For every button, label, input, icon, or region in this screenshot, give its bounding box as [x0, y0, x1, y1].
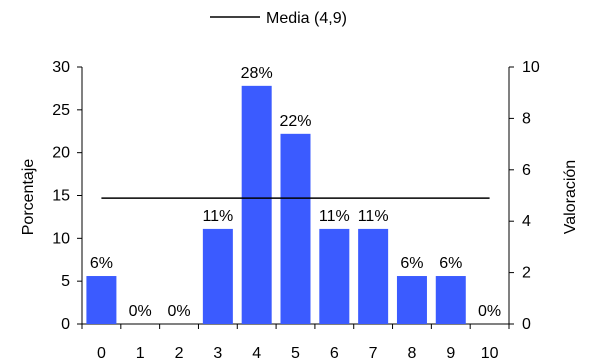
y2-tick-label: 8	[522, 110, 531, 127]
data-label: 11%	[358, 208, 389, 225]
x-tick-label: 0	[97, 345, 106, 362]
y-tick-label: 30	[52, 59, 70, 76]
data-label: 6%	[90, 255, 113, 272]
x-tick-label: 1	[136, 345, 145, 362]
bar	[396, 276, 427, 324]
bar	[86, 276, 117, 324]
data-labels: 6% 0% 0% 11% 28% 22% 11% 11% 6% 6% 0%	[90, 65, 501, 320]
axes: 0 5 10 15 20 25 30 0 2 4 6 8 10 0 1 2 3 4 5 6 7 8 9 10	[52, 59, 540, 362]
legend: Media (4,9)	[210, 10, 347, 27]
data-label: 11%	[202, 208, 233, 225]
y-tick-label: 25	[52, 102, 70, 119]
y-tick-label: 0	[61, 316, 70, 333]
y-axis-label: Porcentaje	[20, 159, 37, 236]
x-tick-label: 7	[369, 345, 378, 362]
data-label: 0%	[129, 303, 152, 320]
bar	[435, 276, 466, 324]
x-tick-label: 6	[330, 345, 339, 362]
bar	[202, 228, 233, 324]
x-tick-label: 8	[408, 345, 417, 362]
y2-tick-label: 6	[522, 162, 531, 179]
x-tick-label: 4	[252, 345, 261, 362]
y-tick-label: 20	[52, 145, 70, 162]
x-tick-label: 5	[291, 345, 300, 362]
bar	[319, 228, 350, 324]
x-tick-label: 2	[175, 345, 184, 362]
x-tick-label: 3	[213, 345, 222, 362]
data-label: 6%	[439, 255, 462, 272]
bar	[241, 85, 272, 324]
y2-tick-label: 4	[522, 213, 531, 230]
y2-tick-label: 10	[522, 59, 540, 76]
y2-tick-label: 0	[522, 316, 531, 333]
legend-label: Media (4,9)	[266, 10, 347, 27]
y-tick-label: 5	[61, 273, 70, 290]
bar	[280, 133, 311, 324]
bars	[86, 85, 466, 324]
data-label: 6%	[400, 255, 423, 272]
data-label: 0%	[167, 303, 190, 320]
data-label: 22%	[279, 113, 311, 130]
data-label: 28%	[241, 65, 273, 82]
x-tick-label: 9	[446, 345, 455, 362]
data-label: 11%	[319, 208, 350, 225]
y-tick-label: 10	[52, 230, 70, 247]
x-tick-label: 10	[481, 345, 499, 362]
y-tick-label: 15	[52, 188, 70, 205]
data-label: 0%	[478, 303, 501, 320]
y2-tick-label: 2	[522, 265, 531, 282]
y2-axis-label: Valoración	[562, 160, 579, 234]
bar	[358, 228, 389, 324]
